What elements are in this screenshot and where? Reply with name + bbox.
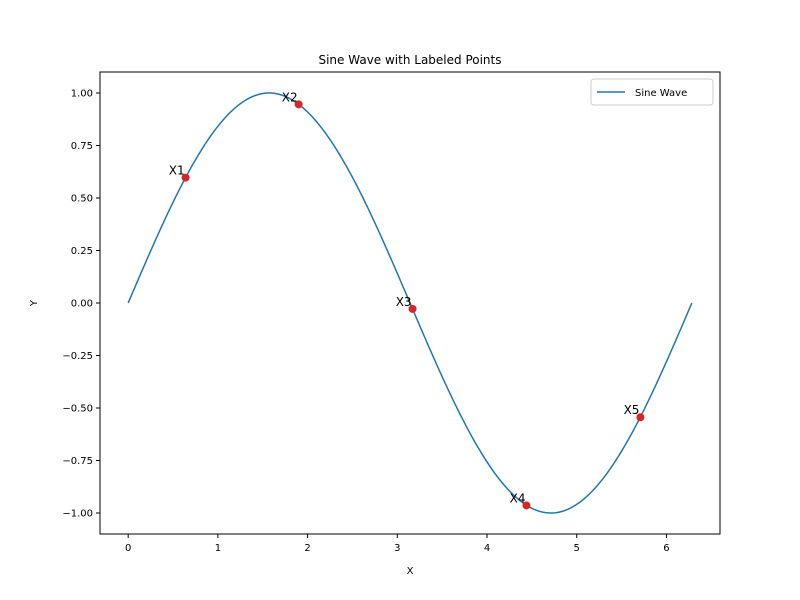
point-x5	[636, 413, 645, 422]
plot-area: X1 X2 X3 X4 X5	[127, 90, 693, 514]
y-ticks: 1.00 0.75 0.50 0.25 0.00 −0.25 −0.50 −0.75 −1.00	[62, 89, 100, 520]
point-label-x3: X3	[396, 295, 412, 309]
point-x4	[522, 501, 531, 510]
y-tick-label: 1.00	[71, 89, 93, 100]
x-tick-label: 6	[663, 543, 669, 554]
point-x3	[408, 304, 417, 313]
x-tick-label: 3	[394, 543, 400, 554]
x-tick-label: 4	[484, 543, 490, 554]
x-axis-label: X	[407, 566, 414, 577]
point-label-x1: X1	[169, 164, 185, 178]
point-label-x2: X2	[282, 90, 298, 104]
x-tick-label: 1	[215, 543, 221, 554]
y-tick-label: 0.00	[71, 299, 93, 310]
point-label-x5: X5	[624, 403, 640, 417]
point-x2	[294, 100, 303, 109]
y-tick-label: 0.75	[71, 141, 93, 152]
point-x1	[181, 173, 190, 182]
y-tick-label: −0.75	[62, 456, 93, 467]
y-tick-label: −1.00	[62, 509, 93, 520]
sine-wave-line	[127, 92, 693, 514]
y-tick-label: 0.25	[71, 246, 93, 257]
x-tick-label: 0	[125, 543, 131, 554]
x-tick-label: 2	[304, 543, 310, 554]
legend-entry-sine-wave: Sine Wave	[635, 88, 687, 99]
y-tick-label: 0.50	[71, 194, 93, 205]
x-ticks: 0 1 2 3 4 5 6	[125, 534, 670, 554]
point-label-x4: X4	[510, 491, 526, 505]
x-tick-label: 5	[574, 543, 580, 554]
y-tick-label: −0.50	[62, 404, 93, 415]
y-axis-label: Y	[29, 299, 40, 307]
y-tick-label: −0.25	[62, 351, 93, 362]
legend: Sine Wave	[590, 78, 714, 106]
legend-box	[590, 78, 714, 106]
chart-title: Sine Wave with Labeled Points	[318, 53, 501, 67]
